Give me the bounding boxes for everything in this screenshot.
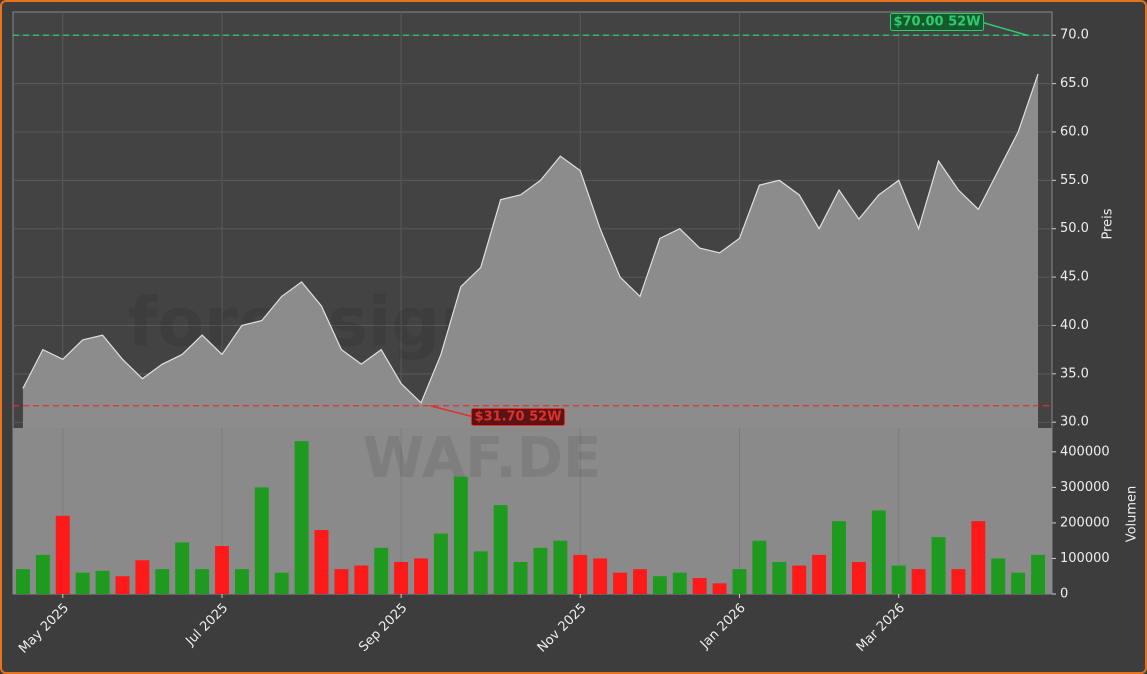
volume-bar — [1031, 554, 1046, 594]
x-tick-label: Mar 2026 — [854, 601, 908, 655]
volume-bar — [453, 476, 468, 594]
volume-bar — [792, 565, 807, 594]
volume-bar — [911, 569, 926, 594]
y-tick-label: 400000 — [1060, 444, 1110, 459]
volume-bar — [533, 547, 548, 594]
volume-bar — [931, 537, 946, 594]
y-tick-label: 35.0 — [1060, 366, 1089, 381]
volume-bar — [1011, 572, 1026, 594]
volume-bar — [652, 576, 667, 594]
volume-bar — [732, 569, 747, 594]
volume-bar — [692, 578, 707, 594]
price-area — [22, 73, 1039, 428]
annotation-box — [889, 13, 985, 31]
y-tick-label: 30.0 — [1060, 415, 1089, 430]
volume-bar — [95, 570, 110, 594]
watermark: WAF.DE — [363, 426, 602, 491]
volume-bar — [294, 441, 309, 594]
volume-bar — [374, 547, 389, 594]
volume-bar — [553, 540, 568, 594]
volume-bar — [274, 572, 289, 594]
volume-bar — [672, 572, 687, 594]
y-tick-label: 45.0 — [1060, 270, 1089, 285]
annotation: $70.00 52W — [889, 13, 985, 31]
volume-bar — [513, 562, 528, 594]
volume-bar — [473, 551, 488, 594]
volume-bar — [175, 542, 190, 594]
volume-bar — [772, 562, 787, 594]
volume-bar — [115, 576, 130, 594]
volume-bar — [254, 487, 269, 594]
annotation-label: $70.00 52W — [893, 15, 980, 30]
volume-bar — [832, 521, 846, 594]
volume-bar — [414, 558, 428, 594]
price-line — [22, 73, 1039, 404]
volume-bar — [891, 565, 906, 594]
volume-bar — [991, 558, 1006, 594]
volume-bar — [633, 569, 647, 594]
annotation-box — [470, 408, 566, 426]
y-tick-label: 70.0 — [1060, 28, 1089, 43]
x-tick-label: Jul 2025 — [183, 601, 232, 650]
annotation-label: $31.70 52W — [474, 410, 561, 425]
y-tick-label: 60.0 — [1060, 124, 1089, 139]
volume-bar — [613, 572, 628, 594]
volume-bar — [334, 569, 349, 594]
arrow — [429, 405, 475, 418]
volume-bar — [394, 562, 409, 594]
y-tick-label: 0 — [1060, 587, 1068, 602]
y-tick-label: 40.0 — [1060, 318, 1089, 333]
volume-bar — [75, 572, 90, 594]
volume-bar — [433, 533, 448, 594]
annotation: $31.70 52W — [470, 408, 566, 426]
volume-bar — [493, 505, 508, 594]
volume-bar — [314, 530, 329, 594]
volume-bar — [971, 521, 986, 594]
volume-bar — [752, 540, 767, 594]
volume-bar — [712, 583, 727, 594]
volume-bar — [155, 569, 170, 594]
arrow — [980, 21, 1028, 36]
y-tick-label: 200000 — [1060, 515, 1110, 530]
y-tick-label: 300000 — [1060, 480, 1110, 495]
volume-bar — [812, 554, 827, 594]
y-axis-label: Preis — [1101, 208, 1116, 239]
volume-bar — [215, 546, 229, 594]
volume-bar — [354, 565, 369, 594]
x-tick-label: Jan 2026 — [697, 601, 749, 653]
volume-bar — [234, 569, 249, 594]
y-tick-label: 50.0 — [1060, 221, 1089, 236]
y-axis-label: Volumen — [1125, 486, 1140, 543]
y-tick-label: 100000 — [1060, 551, 1110, 566]
x-tick-label: May 2025 — [16, 601, 72, 657]
volume-bar — [15, 569, 30, 594]
x-tick-label: Nov 2025 — [535, 601, 590, 656]
volume-bar — [573, 554, 588, 594]
y-tick-label: 65.0 — [1060, 76, 1089, 91]
x-tick-label: Sep 2025 — [356, 601, 410, 655]
volume-bar — [135, 560, 150, 594]
volume-bar — [851, 562, 866, 594]
volume-bar — [871, 510, 886, 594]
volume-bar — [593, 558, 608, 594]
volume-bar — [951, 569, 966, 594]
volume-bar — [55, 515, 70, 594]
volume-bar — [195, 569, 210, 594]
volume-bar — [35, 554, 50, 594]
y-tick-label: 55.0 — [1060, 173, 1089, 188]
